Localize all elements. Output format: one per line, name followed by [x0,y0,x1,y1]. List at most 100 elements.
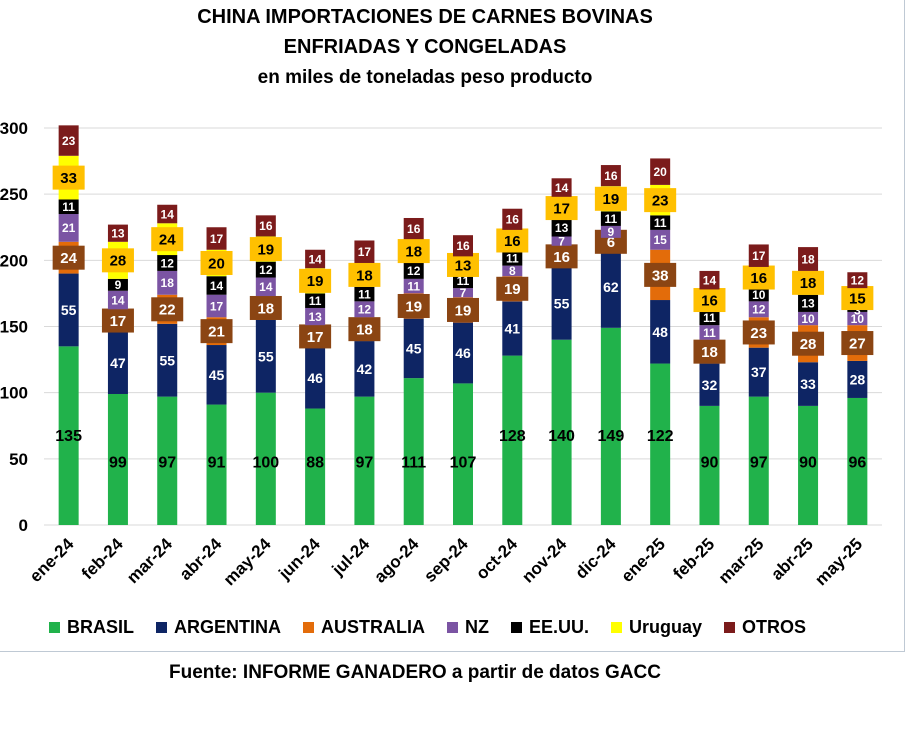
bar-segment-otros [748,244,769,267]
x-tick-label: ene-24 [26,534,78,586]
legend-item: Uruguay [611,617,702,638]
x-tick-label: oct-24 [472,534,521,583]
data-label-box [52,165,85,190]
bar-segment-nz [600,225,621,238]
data-label: 18 [801,252,815,266]
data-label: 11 [703,326,716,340]
data-label: 122 [647,428,674,445]
bar-segment-nz [699,325,720,340]
data-label: 11 [407,279,420,293]
bar-segment-eeuu [748,288,769,302]
data-label: 11 [457,274,470,288]
data-label: 24 [159,232,176,249]
chart-title-line-1: CHINA IMPORTACIONES DE CARNES BOVINAS [197,6,653,28]
legend-label: EE.UU. [529,617,590,637]
bar-segment-nz [403,278,424,294]
data-label-box [545,244,578,269]
data-label: 90 [701,454,719,471]
bar-segment-argentina [798,362,819,406]
bar-segment-brasil [255,392,276,525]
bar-segment-brasil [699,405,720,525]
data-label: 21 [62,221,76,235]
legend-swatch [303,622,314,633]
data-label: 37 [751,364,767,380]
legend-item: NZ [447,617,489,638]
data-label: 19 [307,273,324,290]
bar-segment-brasil [600,327,621,525]
bar-segment-eeuu [58,199,79,215]
bar-segment-nz [453,288,473,298]
y-tick-label: 0 [19,516,28,535]
data-label: 20 [208,255,225,272]
bar-segment-brasil [58,346,79,525]
bar-segment-otros [551,178,572,197]
data-label: 18 [161,276,175,290]
data-label: 97 [750,454,768,471]
data-label: 55 [159,352,175,368]
bar-segment-nz [305,307,326,326]
data-label-box [792,331,825,356]
bar-segment-otros [58,125,79,156]
data-label: 11 [309,294,322,308]
data-label-box [151,297,184,322]
y-tick-label: 300 [0,119,28,138]
data-label: 3 [854,303,861,317]
data-label-box [249,295,282,320]
legend-swatch [611,622,623,633]
data-label-box [841,331,874,356]
data-label: 13 [555,221,569,235]
data-label: 23 [750,325,767,342]
data-label: 140 [548,428,575,445]
bar-segment-eeuu [502,251,523,266]
legend-item: EE.UU. [511,617,589,638]
x-tick-label: mar-25 [715,534,768,587]
x-tick-label: dic-24 [572,534,621,583]
data-label: 14 [210,279,224,293]
x-tick-label: mar-24 [123,534,176,587]
data-label-box [101,248,134,273]
bar-segment-otros [453,235,473,257]
bar-segment-nz [157,270,178,295]
data-label: 16 [604,169,618,183]
data-label: 111 [401,454,426,471]
data-label: 107 [450,454,477,471]
bar-segment-brasil [403,378,424,525]
data-label-box [841,286,874,311]
data-label-box [496,276,529,301]
data-label: 13 [801,297,815,311]
data-label: 23 [62,134,76,148]
data-label: 149 [598,428,625,445]
bar-segment-otros [502,208,523,230]
bar-segment-argentina [847,360,868,398]
bar-segment-argentina [255,319,276,393]
data-label: 11 [506,252,519,266]
bar-segment-argentina [502,301,523,356]
data-label-box [496,228,529,253]
data-label: 33 [60,170,77,187]
bar-segment-argentina [650,300,671,364]
data-label: 32 [702,377,718,393]
data-label: 42 [357,361,373,377]
bar-segment-otros [206,227,227,250]
data-label: 10 [752,288,766,302]
data-label: 11 [605,212,618,226]
data-label-box [447,252,479,277]
data-label: 38 [652,267,669,284]
y-tick-label: 50 [9,450,28,469]
x-tick-label: jun-24 [274,534,324,584]
data-label: 97 [158,454,176,471]
bar-segment-otros [699,270,720,290]
data-label-box [348,262,381,287]
data-label-box [348,317,381,342]
data-label: 6 [607,234,615,251]
bar-segment-argentina [354,341,375,397]
bar-segment-brasil [157,396,178,525]
data-label: 41 [505,321,521,337]
data-label-box [397,239,430,264]
bar-segment-brasil [354,396,375,525]
data-label: 96 [848,454,866,471]
data-label: 19 [603,191,620,208]
bar-segment-nz [847,311,868,326]
bar-segment-otros [403,217,424,240]
legend-swatch [511,622,522,633]
